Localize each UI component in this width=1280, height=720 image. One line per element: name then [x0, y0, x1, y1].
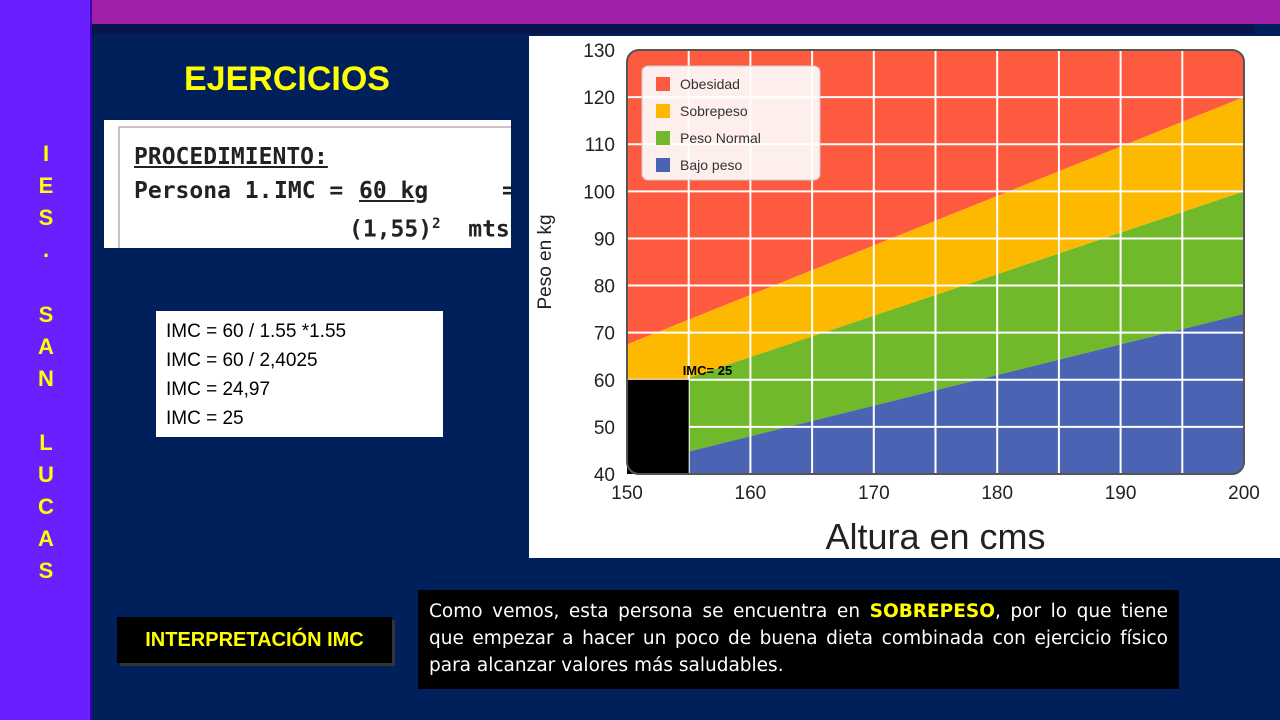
sidebar-letter: A — [38, 526, 54, 551]
interpretation-label: INTERPRETACIÓN IMC — [117, 617, 392, 663]
interpretation-text-after: , por lo que tiene que empezar a hacer u… — [429, 601, 1169, 676]
imc-marker — [627, 379, 689, 474]
procedure-imc-label: IMC = — [274, 178, 344, 204]
top-bar — [92, 0, 1280, 24]
sidebar-letter: E — [38, 173, 54, 198]
procedure-denominator-exp: 2 — [432, 216, 441, 232]
legend-label: Bajo peso — [680, 157, 742, 173]
sidebar-letter: N — [38, 366, 54, 391]
y-tick-label: 90 — [594, 229, 615, 250]
procedure-box: PROCEDIMIENTO: Persona 1. IMC = 60 kg = … — [104, 120, 511, 248]
interpretation-highlight: SOBREPESO — [869, 601, 995, 622]
legend-swatch — [656, 158, 670, 172]
interpretation-text: Como vemos, esta persona se encuentra en… — [418, 590, 1179, 689]
y-tick-label: 130 — [583, 41, 615, 62]
y-axis-label: Peso en kg — [535, 214, 556, 309]
sidebar-letter: S — [38, 205, 54, 230]
y-tick-label: 100 — [583, 182, 615, 203]
legend-label: Sobrepeso — [680, 103, 748, 119]
y-tick-label: 60 — [594, 371, 615, 392]
y-tick-label: 120 — [583, 88, 615, 109]
x-tick-label: 200 — [1228, 483, 1260, 504]
procedure-denominator: (1,55)2 mts — [349, 216, 510, 243]
sidebar-letter: C — [38, 494, 54, 519]
y-tick-label: 50 — [594, 418, 615, 439]
x-tick-label: 170 — [858, 483, 890, 504]
sidebar-letter: I — [42, 141, 50, 166]
legend-swatch — [656, 131, 670, 145]
x-tick-label: 190 — [1105, 483, 1137, 504]
y-tick-label: 80 — [594, 277, 615, 298]
x-axis-label: Altura en cms — [825, 516, 1045, 557]
procedure-numerator: 60 kg — [359, 178, 428, 204]
calculation-line: IMC = 25 — [166, 408, 244, 429]
legend-label: Peso Normal — [680, 130, 761, 146]
plot-frame — [626, 49, 1245, 475]
procedure-denominator-base: (1,55) — [349, 216, 433, 243]
sidebar: I E S . S A N L U C A S — [0, 0, 92, 720]
interpretation-text-before: Como vemos, esta persona se encuentra en — [429, 601, 870, 622]
calculation-line: IMC = 60 / 2,4025 — [166, 350, 318, 371]
y-tick-label: 40 — [594, 465, 615, 486]
procedure-equals: = — [502, 178, 511, 204]
legend-label: Obesidad — [680, 76, 740, 92]
x-tick-label: 150 — [611, 483, 643, 504]
procedure-heading: PROCEDIMIENTO: — [134, 144, 328, 170]
y-tick-label: 110 — [585, 135, 615, 156]
sidebar-letter: S — [38, 558, 54, 583]
y-tick-label: 70 — [594, 324, 615, 345]
bmi-chart: IMC= 25 Obesidad Sobrepeso Peso Normal Bajo … — [529, 36, 1280, 558]
calculation-line: IMC = 60 / 1.55 *1.55 — [166, 321, 347, 342]
bmi-chart-svg: IMC= 25 Obesidad Sobrepeso Peso Normal Bajo … — [535, 41, 1260, 557]
top-bar-shadow — [92, 24, 1254, 34]
calculation-line: IMC = 24,97 — [166, 379, 271, 400]
legend-box — [641, 65, 821, 181]
imc-annotation: IMC= 25 — [683, 363, 733, 378]
procedure-numerator-text: 60 kg — [359, 178, 429, 204]
calculation-box: IMC = 60 / 1.55 *1.55 IMC = 60 / 2,4025 … — [156, 311, 443, 437]
procedure-heading-text: PROCEDIMIENTO: — [134, 144, 328, 170]
sidebar-letter: A — [38, 334, 54, 359]
sidebar-letter: S — [38, 302, 54, 327]
legend-swatch — [656, 104, 670, 118]
procedure-denominator-unit: mts — [468, 216, 510, 243]
sidebar-letter: U — [38, 462, 54, 487]
procedure-border — [118, 126, 511, 248]
sidebar-letter: L — [39, 430, 53, 455]
page-title: EJERCICIOS — [184, 60, 390, 98]
legend-swatch — [656, 77, 670, 91]
sidebar-letter: . — [42, 237, 50, 262]
procedure-persona: Persona 1. — [134, 178, 273, 204]
x-tick-label: 160 — [735, 483, 767, 504]
x-tick-label: 180 — [981, 483, 1013, 504]
